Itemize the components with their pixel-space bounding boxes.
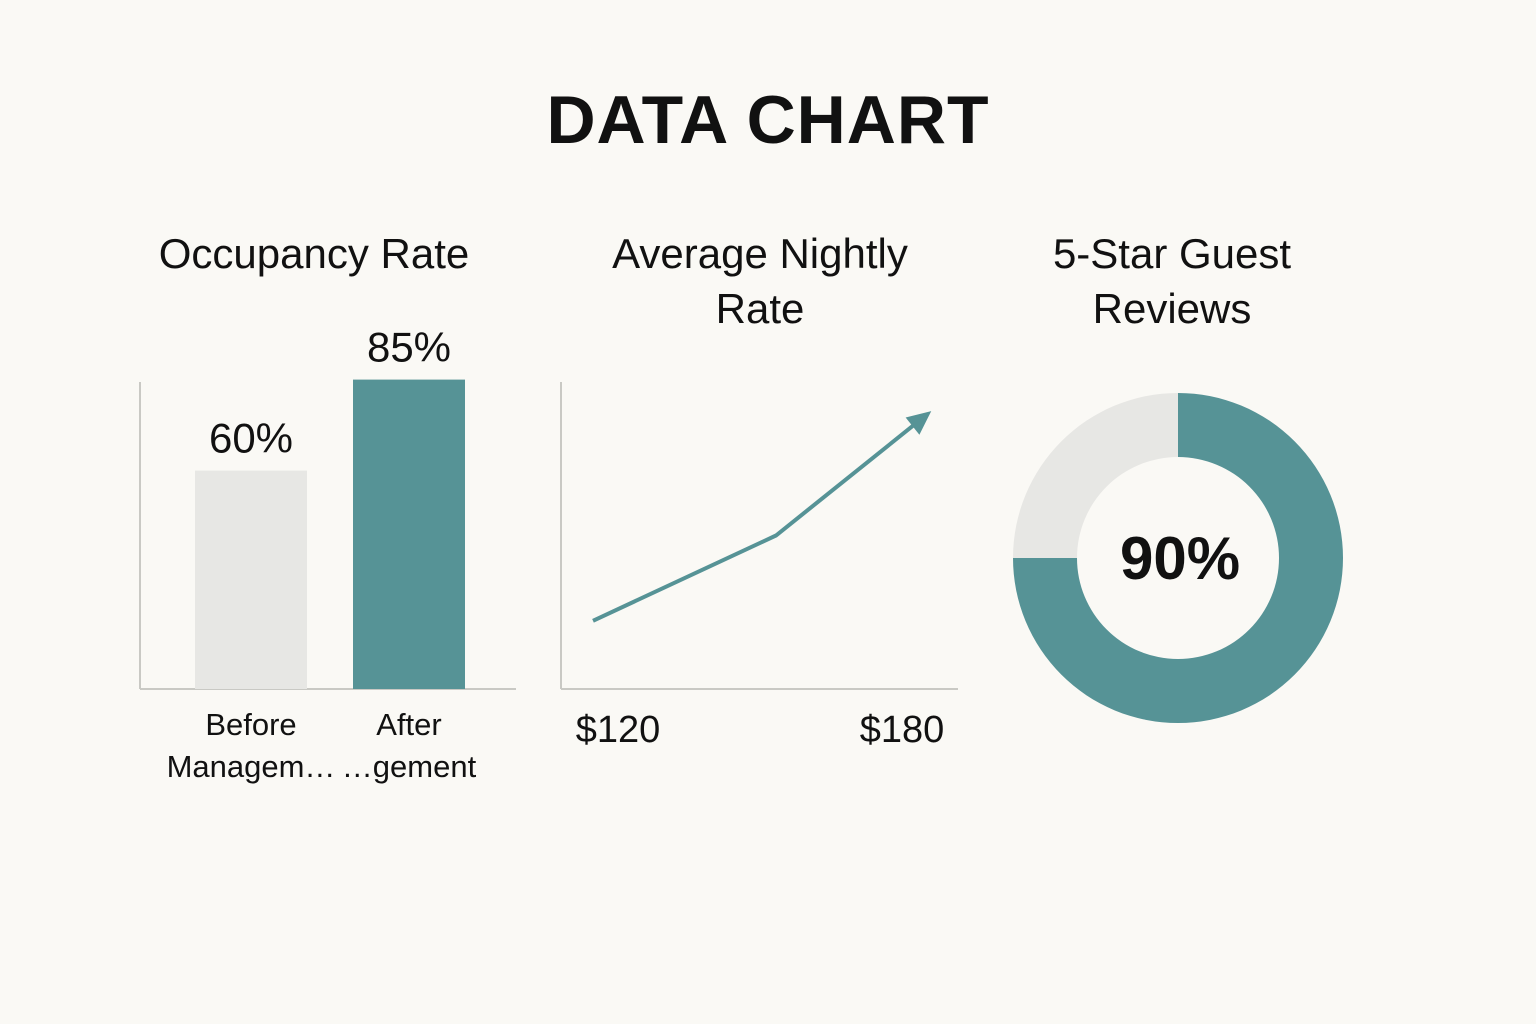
- bar-category-label: After: [376, 707, 441, 742]
- bar-before: [195, 470, 307, 689]
- nightly-rate-line-chart: $120 $180: [560, 382, 958, 751]
- reviews-chart-title: 5-Star Guest Reviews: [1052, 230, 1292, 332]
- donut-slice-positive: [1013, 393, 1343, 723]
- bar-after: [353, 379, 465, 689]
- occupancy-chart-title: Occupancy Rate: [158, 230, 470, 277]
- occupancy-bar-chart: 60% Before Managem… 85% After …gement: [139, 324, 516, 784]
- page-title: DATA CHART: [546, 82, 990, 158]
- nightly-rate-chart-title: Average Nightly Rate: [612, 230, 908, 332]
- bar-category-label: …gement: [342, 749, 477, 784]
- bar-value-label: 60%: [209, 415, 293, 462]
- line-x-tick-label: $120: [576, 709, 661, 751]
- line-arrowhead: [905, 411, 932, 435]
- bar-category-label: Managem…: [167, 749, 336, 784]
- bar-value-label: 85%: [367, 324, 451, 371]
- donut-center-value: 90%: [1120, 525, 1240, 592]
- donut-slice-remaining: [1013, 393, 1178, 558]
- nightly-rate-line: [592, 414, 927, 623]
- reviews-donut-chart: 90%: [1013, 393, 1343, 723]
- bar-category-label: Before: [205, 707, 296, 742]
- line-x-tick-label: $180: [860, 709, 945, 751]
